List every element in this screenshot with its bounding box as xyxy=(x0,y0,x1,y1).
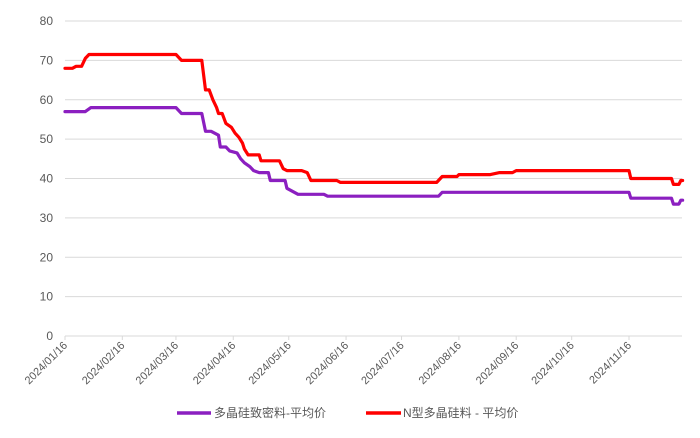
y-tick-label: 20 xyxy=(40,250,54,264)
y-tick-label: 0 xyxy=(46,329,53,343)
x-tick-label: 2024/04/16 xyxy=(191,340,238,387)
x-tick-label: 2024/08/16 xyxy=(417,340,464,387)
x-tick-label: 2024/05/16 xyxy=(246,340,293,387)
legend-label-polysilicon-dense: 多晶硅致密料-平均价 xyxy=(214,405,326,420)
x-tick-label: 2024/06/16 xyxy=(304,340,351,387)
series-line-polysilicon-dense xyxy=(63,105,685,206)
y-tick-label: 10 xyxy=(40,290,54,304)
y-tick-label: 30 xyxy=(40,211,54,225)
y-tick-label: 80 xyxy=(40,14,54,28)
legend-item-n-type-polysilicon[interactable]: N型多晶硅料 - 平均价 xyxy=(366,406,518,420)
x-tick-label: 2024/09/16 xyxy=(474,340,521,387)
x-tick-label: 2024/07/16 xyxy=(359,340,406,387)
y-tick-label: 60 xyxy=(40,93,54,107)
x-axis: 2024/01/16 2024/02/16 2024/03/16 2024/04/16… xyxy=(23,336,634,387)
x-tick-label: 2024/03/16 xyxy=(134,340,181,387)
y-tick-label: 50 xyxy=(40,132,54,146)
x-tick-label: 2024/11/16 xyxy=(587,340,634,387)
y-axis-labels: 0 10 20 30 40 50 60 70 80 xyxy=(40,14,54,343)
x-tick-label: 2024/01/16 xyxy=(23,340,70,387)
y-tick-label: 70 xyxy=(40,53,54,67)
legend-label-n-type-polysilicon: N型多晶硅料 - 平均价 xyxy=(403,406,518,420)
gridlines xyxy=(65,20,682,337)
x-tick-label: 2024/10/16 xyxy=(529,340,576,387)
x-tick-label: 2024/02/16 xyxy=(80,340,127,387)
legend-item-polysilicon-dense[interactable]: 多晶硅致密料-平均价 xyxy=(177,405,326,420)
y-tick-label: 40 xyxy=(40,172,54,186)
series-lines xyxy=(63,52,685,206)
legend: 多晶硅致密料-平均价 N型多晶硅料 - 平均价 xyxy=(177,405,518,420)
series-line-n-type-polysilicon xyxy=(63,52,685,186)
